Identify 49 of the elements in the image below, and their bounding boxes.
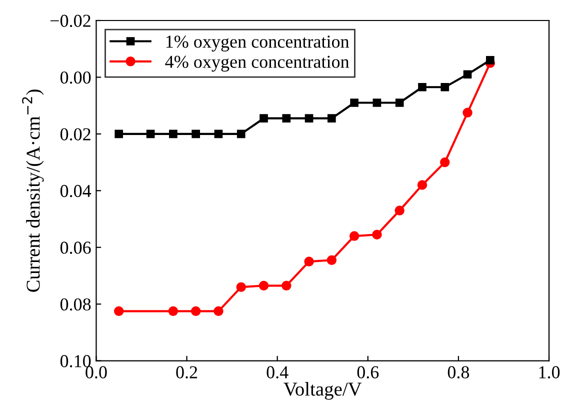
point xyxy=(418,82,426,92)
point xyxy=(282,280,292,291)
y-tick-label: 0.00 xyxy=(60,71,91,84)
point xyxy=(463,70,472,79)
y-tick-label: 0.04 xyxy=(60,184,92,198)
point xyxy=(236,282,246,292)
point xyxy=(169,130,178,138)
y-tick-label: 0.10 xyxy=(60,355,91,368)
y-tick-label: 0.06 xyxy=(60,242,91,254)
point xyxy=(328,114,336,123)
point xyxy=(394,206,404,216)
point xyxy=(114,130,124,138)
point xyxy=(417,180,428,190)
legend-label: 1% oxygen concentration xyxy=(166,36,350,52)
point xyxy=(372,98,382,107)
x-axis-title: Voltage/V xyxy=(284,382,362,400)
point xyxy=(146,130,155,138)
point xyxy=(282,114,291,123)
x-tick-label: 0.4 xyxy=(266,366,288,378)
point xyxy=(304,256,314,266)
point xyxy=(192,130,200,138)
point xyxy=(190,306,201,316)
point xyxy=(114,306,124,316)
point xyxy=(258,280,269,291)
point xyxy=(372,230,382,240)
y-tick-label: −0.02 xyxy=(50,14,90,28)
point xyxy=(168,306,178,316)
point xyxy=(304,114,314,123)
x-tick-label: 0.2 xyxy=(176,366,198,378)
x-tick-label: 0.6 xyxy=(357,366,379,378)
y-tick-label: 0.02 xyxy=(60,128,90,140)
point xyxy=(440,157,450,168)
point xyxy=(260,114,268,123)
x-tick-label: 0.8 xyxy=(448,366,470,378)
point xyxy=(326,255,337,265)
point xyxy=(214,306,224,316)
point xyxy=(440,82,450,92)
x-tick-label: 0.0 xyxy=(86,366,107,378)
legend-label: 4% oxygen concentration xyxy=(165,56,350,72)
point xyxy=(486,56,494,64)
point xyxy=(349,231,360,241)
x-tick-label: 1.0 xyxy=(539,366,560,378)
point xyxy=(462,108,472,118)
point xyxy=(236,130,246,138)
point xyxy=(395,98,404,107)
point xyxy=(214,130,223,138)
point xyxy=(350,98,358,107)
y-tick-label: 0.08 xyxy=(60,298,91,311)
y-axis-title: Current density/(A·cm$^{−2}$) xyxy=(22,90,44,292)
